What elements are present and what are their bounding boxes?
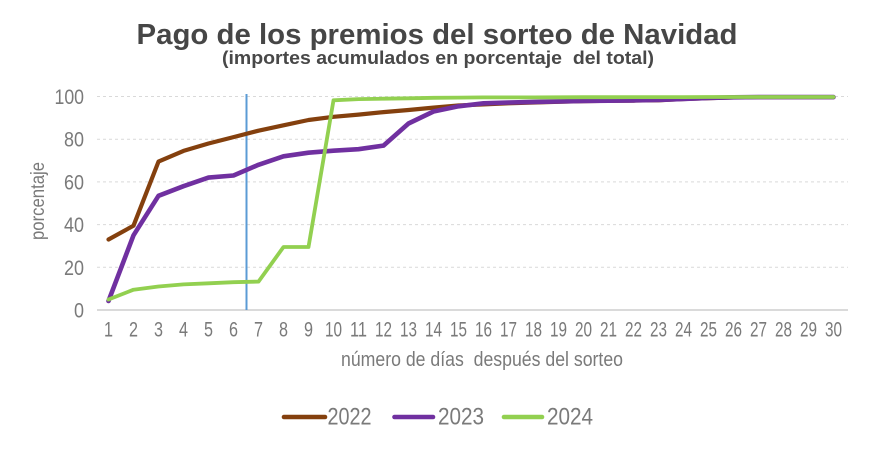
svg-text:número de días después del so: número de días después del sorteo <box>341 349 623 371</box>
svg-text:80: 80 <box>64 129 84 152</box>
svg-text:porcentaje: porcentaje <box>28 162 49 240</box>
svg-text:20: 20 <box>575 319 592 342</box>
svg-text:11: 11 <box>350 319 367 342</box>
svg-text:2022: 2022 <box>328 404 372 431</box>
svg-text:1: 1 <box>104 319 113 342</box>
svg-text:7: 7 <box>254 319 263 342</box>
svg-text:16: 16 <box>475 319 492 342</box>
svg-text:0: 0 <box>74 300 84 323</box>
svg-text:13: 13 <box>400 319 417 342</box>
svg-text:21: 21 <box>600 319 617 342</box>
svg-text:29: 29 <box>800 319 817 342</box>
svg-text:2024: 2024 <box>547 404 593 431</box>
svg-text:19: 19 <box>550 319 567 342</box>
svg-text:2023: 2023 <box>438 404 484 431</box>
svg-text:4: 4 <box>179 319 188 342</box>
svg-text:10: 10 <box>325 319 342 342</box>
svg-text:23: 23 <box>650 319 667 342</box>
svg-text:30: 30 <box>825 319 842 342</box>
svg-text:27: 27 <box>750 319 767 342</box>
svg-text:12: 12 <box>375 319 392 342</box>
svg-text:22: 22 <box>625 319 642 342</box>
svg-text:14: 14 <box>425 319 442 342</box>
svg-text:8: 8 <box>279 319 288 342</box>
svg-text:25: 25 <box>700 319 717 342</box>
svg-text:Pago de los premios del sorteo: Pago de los premios del sorteo de Navida… <box>137 19 738 51</box>
svg-text:5: 5 <box>204 319 213 342</box>
svg-text:28: 28 <box>775 319 792 342</box>
svg-text:20: 20 <box>64 257 84 280</box>
svg-text:15: 15 <box>450 319 467 342</box>
svg-text:24: 24 <box>675 319 692 342</box>
svg-text:100: 100 <box>55 86 85 109</box>
svg-text:2: 2 <box>129 319 138 342</box>
svg-text:60: 60 <box>64 171 84 194</box>
svg-text:3: 3 <box>154 319 163 342</box>
svg-text:(importes acumulados en porcen: (importes acumulados en porcentaje del t… <box>222 48 654 68</box>
svg-text:9: 9 <box>304 319 313 342</box>
svg-text:17: 17 <box>500 319 517 342</box>
svg-text:26: 26 <box>725 319 742 342</box>
svg-text:6: 6 <box>229 319 238 342</box>
svg-text:18: 18 <box>525 319 542 342</box>
svg-text:40: 40 <box>64 214 84 237</box>
